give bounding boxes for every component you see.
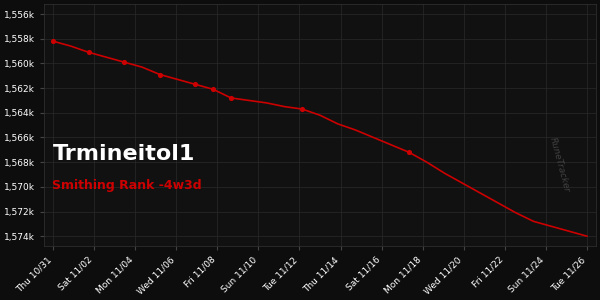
Text: RuneTracker: RuneTracker — [548, 136, 572, 193]
Point — [298, 107, 307, 112]
Text: Trmineitol1: Trmineitol1 — [52, 144, 195, 164]
Point — [48, 39, 58, 44]
Point — [208, 87, 218, 92]
Text: Smithing Rank -4w3d: Smithing Rank -4w3d — [52, 179, 202, 192]
Point — [119, 60, 129, 64]
Point — [404, 150, 414, 155]
Point — [226, 96, 236, 100]
Point — [155, 72, 164, 77]
Point — [191, 82, 200, 87]
Point — [84, 50, 94, 55]
